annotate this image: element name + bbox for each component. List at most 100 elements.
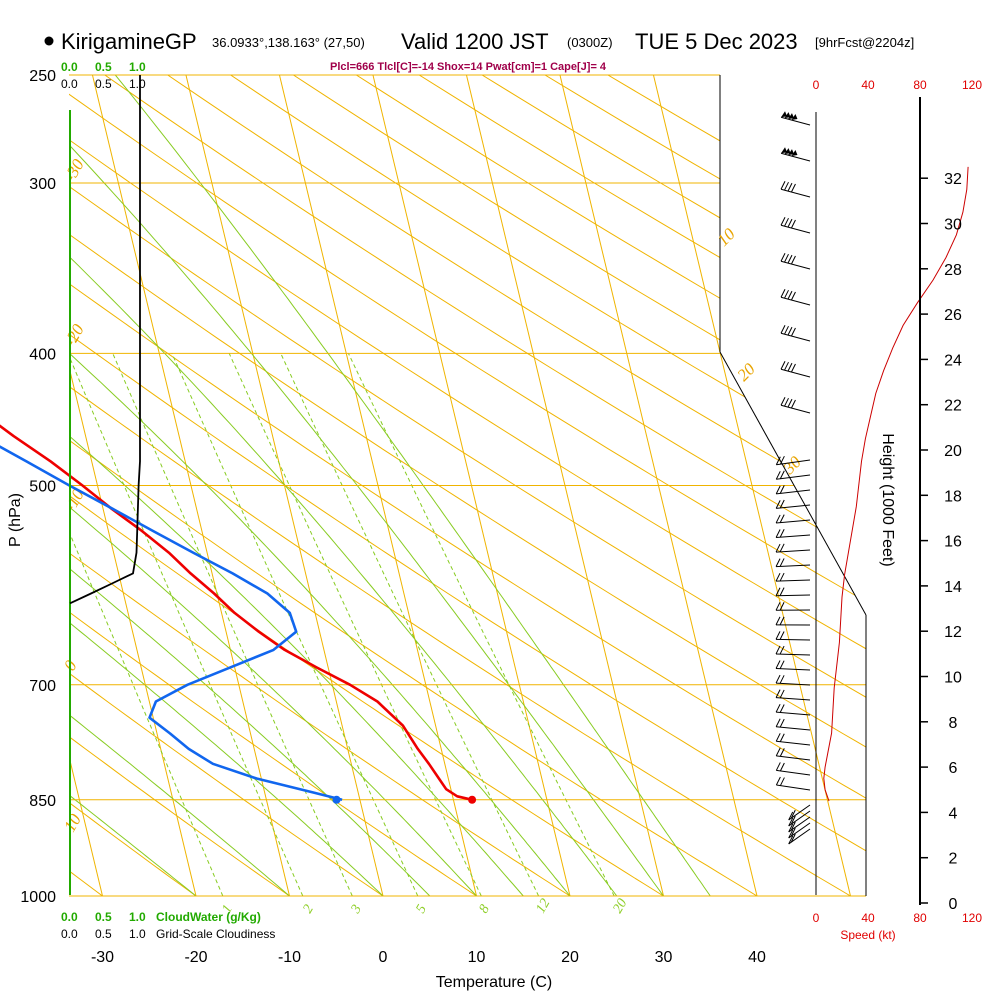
wind-barb <box>780 397 811 414</box>
cloudiness-tick-bottom: 0.5 <box>95 927 112 941</box>
speed-tick-bottom: 120 <box>962 911 982 925</box>
temperature-line <box>0 424 473 802</box>
dry-adiabat-label: 20 <box>733 359 759 385</box>
speed-tick-bottom: 0 <box>813 911 820 925</box>
moist-adiabat-line <box>69 75 431 896</box>
dry-adiabat-line <box>69 75 477 896</box>
temperature-tick-label: 20 <box>561 949 579 966</box>
wind-barb <box>775 718 811 731</box>
mixing-ratio-label: 3 <box>348 902 365 916</box>
dry-adiabat-label: -30 <box>60 155 88 185</box>
moist-adiabat-line <box>69 75 384 896</box>
height-tick-label: 6 <box>949 760 958 777</box>
pressure-tick-label: 500 <box>29 479 56 496</box>
stability-indices: Plcl=666 Tlcl[C]=-14 Shox=14 Pwat[cm]=1 … <box>330 61 607 73</box>
height-tick-label: 2 <box>949 851 958 868</box>
wind-barb <box>780 289 811 306</box>
cloudwater-tick-top: 0.0 <box>61 60 78 74</box>
moist-adiabat-line <box>69 75 197 896</box>
wind-barb <box>775 514 811 524</box>
moist-adiabat-line <box>69 75 571 896</box>
cloud-panel: 0.0 0.0 0.5 0.5 1.0 1.0 0.0 0.0 0.5 0.5 1.0 1.0 Clou… <box>61 60 275 941</box>
height-tick-label: 30 <box>944 217 962 234</box>
dry-adiabat-line <box>293 75 866 896</box>
wind-barb <box>780 325 811 342</box>
temperature-tick-label: 10 <box>468 949 486 966</box>
wind-barb <box>780 147 811 162</box>
wind-barb <box>775 602 811 611</box>
moist-adiabat-line <box>69 75 618 896</box>
cloudwater-tick-bottom: 1.0 <box>129 910 146 924</box>
wind-barb <box>775 733 811 746</box>
isotherm-line <box>0 75 9 896</box>
dry-adiabat-label: -10 <box>60 485 88 515</box>
pressure-tick-label: 250 <box>29 68 56 85</box>
valid-date: TUE 5 Dec 2023 <box>635 29 798 54</box>
height-tick-label: 26 <box>944 307 962 324</box>
station-coords: 36.0933°,138.163° (27,50) <box>212 35 365 50</box>
surface-temperature-dot <box>468 795 477 804</box>
wind-barb <box>775 747 811 761</box>
cloudwater-tick-bottom: 0.0 <box>61 910 78 924</box>
temperature-tick-label: -10 <box>278 949 301 966</box>
dry-adiabat-line <box>69 75 866 896</box>
plot-lines <box>0 75 866 896</box>
wind-speed-line <box>823 166 969 802</box>
dry-adiabat-line <box>69 75 758 896</box>
wind-barb <box>775 543 811 553</box>
forecast-info: [9hrFcst@2204z] <box>815 35 914 50</box>
moist-adiabat-line <box>69 75 664 896</box>
temperature-axis-label: Temperature (C) <box>436 974 552 991</box>
height-tick-label: 32 <box>944 171 962 188</box>
speed-tick-top: 80 <box>913 78 927 92</box>
height-tick-label: 24 <box>944 352 962 369</box>
dry-adiabat-line <box>69 75 866 896</box>
dry-adiabat-label: 10 <box>60 810 85 835</box>
dry-adiabat-line <box>69 75 290 896</box>
dry-adiabat-label: -20 <box>60 320 88 350</box>
wind-barb <box>775 485 811 495</box>
height-tick-label: 10 <box>944 670 962 687</box>
mixing-ratio-label: 8 <box>476 902 492 916</box>
height-tick-label: 22 <box>944 398 962 415</box>
speed-tick-bottom: 40 <box>861 911 875 925</box>
wind-barb <box>775 762 811 776</box>
dry-adiabat-line <box>69 75 197 896</box>
wind-barb <box>775 645 811 656</box>
utc-time: (0300Z) <box>567 35 613 50</box>
mixing-ratio-line <box>112 353 353 896</box>
height-tick-label: 0 <box>949 896 958 913</box>
wind-barb <box>788 816 811 833</box>
wind-barb <box>788 822 811 839</box>
wind-barb <box>788 804 811 821</box>
height-axis-label: Height (1000 Feet) <box>879 433 896 566</box>
dry-adiabat-line <box>69 75 866 896</box>
wind-barb <box>780 111 811 126</box>
temperature-tick-label: 0 <box>379 949 388 966</box>
height-tick-label: 8 <box>949 715 958 732</box>
height-tick-label: 28 <box>944 262 962 279</box>
wind-barb <box>775 631 811 641</box>
cloudiness-tick-top: 0.5 <box>95 77 112 91</box>
wind-barb <box>775 572 811 582</box>
pressure-tick-label: 700 <box>29 678 56 695</box>
wind-barb <box>775 776 811 791</box>
moist-adiabat-line <box>69 75 290 896</box>
height-tick-label: 4 <box>949 805 958 822</box>
height-tick-label: 18 <box>944 488 962 505</box>
speed-tick-bottom: 80 <box>913 911 927 925</box>
cloudiness-tick-top: 1.0 <box>129 77 146 91</box>
dry-adiabat-line <box>69 75 851 896</box>
plot-area: -30-20-10010102030123581220 <box>0 74 867 917</box>
wind-barb <box>780 217 811 234</box>
speed-tick-top: 120 <box>962 78 982 92</box>
cloudwater-tick-top: 0.5 <box>95 60 112 74</box>
dry-adiabat-line <box>69 75 866 896</box>
speed-axis-label: Speed (kt) <box>840 928 895 942</box>
wind-barb <box>775 455 811 466</box>
cloudwater-tick-bottom: 0.5 <box>95 910 112 924</box>
dry-adiabat-line <box>0 75 9 896</box>
moist-adiabat-line <box>69 75 524 896</box>
wind-barb <box>775 703 811 716</box>
